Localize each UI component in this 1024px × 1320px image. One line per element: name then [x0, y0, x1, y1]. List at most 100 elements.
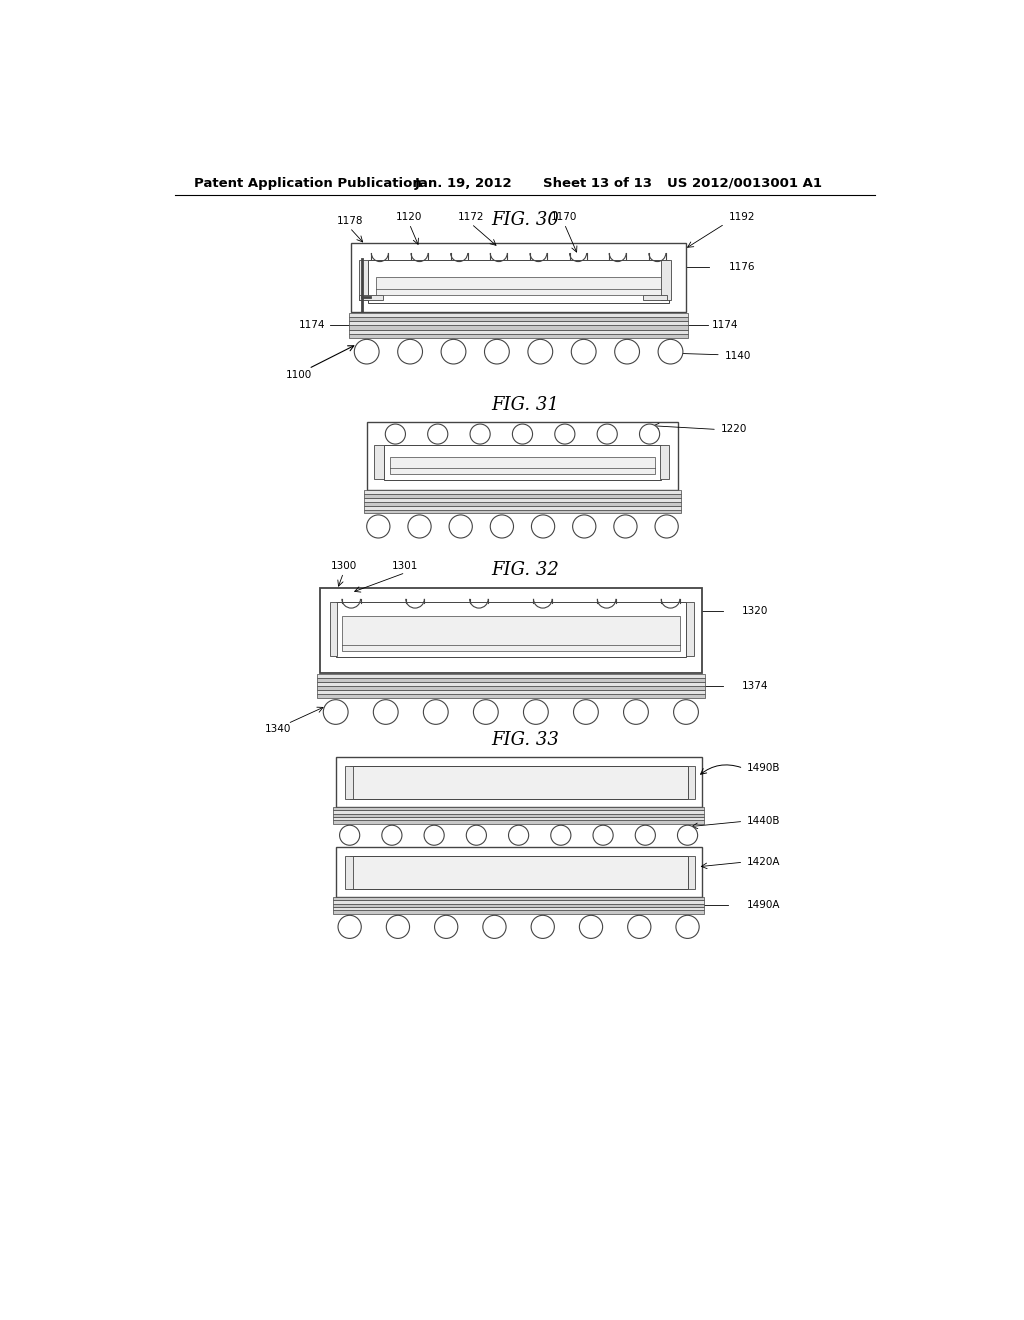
Bar — [321, 589, 701, 673]
Text: FIG. 33: FIG. 33 — [490, 731, 559, 748]
Circle shape — [580, 915, 603, 939]
Circle shape — [386, 915, 410, 939]
Bar — [334, 907, 703, 911]
Bar — [365, 494, 681, 498]
Bar — [365, 490, 681, 494]
Circle shape — [340, 825, 359, 845]
Bar — [317, 681, 705, 686]
Circle shape — [367, 515, 390, 539]
Circle shape — [628, 915, 651, 939]
Bar — [334, 900, 703, 904]
Text: Sheet 13 of 13: Sheet 13 of 13 — [543, 177, 651, 190]
Circle shape — [573, 700, 598, 725]
Circle shape — [428, 424, 447, 444]
Text: Jan. 19, 2012: Jan. 19, 2012 — [415, 177, 512, 190]
Text: FIG. 30: FIG. 30 — [490, 211, 559, 228]
Bar — [349, 857, 687, 890]
Circle shape — [572, 515, 596, 539]
Bar — [687, 857, 695, 890]
Bar — [342, 615, 680, 651]
Bar — [390, 457, 655, 474]
Bar — [367, 422, 678, 490]
Bar — [349, 317, 688, 321]
Bar — [659, 445, 669, 479]
Circle shape — [613, 515, 637, 539]
Bar — [334, 904, 703, 907]
Text: 1172: 1172 — [458, 213, 484, 222]
Bar — [365, 506, 681, 510]
Text: FIG. 32: FIG. 32 — [490, 561, 559, 579]
Text: 1170: 1170 — [551, 213, 578, 222]
Circle shape — [408, 515, 431, 539]
Bar — [317, 690, 705, 694]
Circle shape — [397, 339, 423, 364]
Circle shape — [640, 424, 659, 444]
Bar — [334, 911, 703, 913]
Circle shape — [382, 825, 402, 845]
Bar — [365, 510, 681, 513]
Text: 1420A: 1420A — [746, 857, 780, 867]
Bar — [349, 330, 688, 334]
Bar — [349, 326, 688, 330]
Bar — [334, 820, 703, 824]
Bar — [336, 756, 701, 807]
Text: 1340: 1340 — [264, 723, 291, 734]
Text: 1120: 1120 — [396, 213, 423, 222]
Bar — [349, 321, 688, 326]
Bar — [643, 296, 668, 300]
Circle shape — [374, 700, 398, 725]
Text: 1374: 1374 — [741, 681, 768, 690]
Bar — [336, 602, 686, 657]
Bar — [384, 445, 662, 480]
Circle shape — [490, 515, 513, 539]
Circle shape — [551, 825, 571, 845]
Bar — [369, 260, 669, 304]
Text: Patent Application Publication: Patent Application Publication — [194, 177, 422, 190]
Text: 1300: 1300 — [331, 561, 356, 572]
Text: 1174: 1174 — [299, 321, 326, 330]
Bar — [334, 810, 703, 813]
Circle shape — [450, 515, 472, 539]
Circle shape — [484, 339, 509, 364]
Bar — [349, 313, 688, 317]
Circle shape — [473, 700, 499, 725]
Circle shape — [528, 339, 553, 364]
Text: 1176: 1176 — [729, 263, 755, 272]
Bar — [334, 807, 703, 810]
Text: 1301: 1301 — [392, 561, 419, 572]
Circle shape — [597, 424, 617, 444]
Bar — [345, 857, 352, 890]
Circle shape — [678, 825, 697, 845]
Circle shape — [555, 424, 574, 444]
Bar — [365, 498, 681, 502]
Text: 1174: 1174 — [712, 321, 738, 330]
Circle shape — [324, 700, 348, 725]
Circle shape — [509, 825, 528, 845]
Text: 1220: 1220 — [721, 425, 748, 434]
Bar — [334, 896, 703, 900]
Text: 1490A: 1490A — [746, 900, 780, 911]
Text: 1140: 1140 — [725, 351, 752, 360]
Bar — [375, 445, 384, 479]
Circle shape — [385, 424, 406, 444]
Circle shape — [523, 700, 548, 725]
Bar — [359, 260, 369, 300]
Text: 1192: 1192 — [729, 213, 755, 222]
Text: US 2012/0013001 A1: US 2012/0013001 A1 — [667, 177, 821, 190]
Circle shape — [354, 339, 379, 364]
Text: FIG. 31: FIG. 31 — [490, 396, 559, 413]
Bar — [345, 766, 352, 799]
Circle shape — [624, 700, 648, 725]
Bar — [317, 694, 705, 698]
Circle shape — [571, 339, 596, 364]
Circle shape — [424, 825, 444, 845]
Text: 1178: 1178 — [337, 216, 362, 226]
Bar — [317, 686, 705, 690]
Text: 1320: 1320 — [741, 606, 768, 616]
Text: 1440B: 1440B — [746, 816, 780, 826]
Bar — [662, 260, 671, 300]
Bar — [317, 677, 705, 681]
Bar — [365, 502, 681, 506]
Bar — [336, 847, 701, 896]
Bar — [359, 296, 383, 300]
